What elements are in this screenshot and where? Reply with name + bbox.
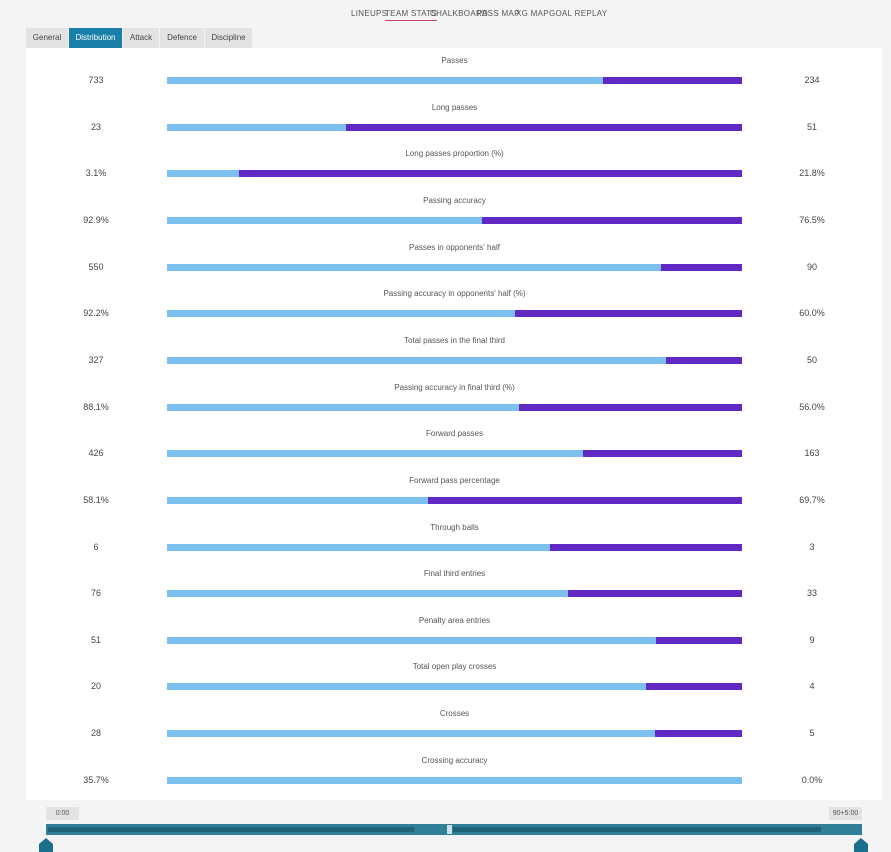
stats-panel: Passes 733 234 Long passes 23 51 Long passes p… bbox=[26, 48, 882, 800]
stat-label: Final third entries bbox=[423, 569, 486, 579]
away-value: 4 bbox=[809, 681, 815, 692]
stat-label: Passing accuracy in final third (%) bbox=[394, 382, 515, 392]
handle-end[interactable] bbox=[853, 838, 869, 852]
away-bar bbox=[654, 730, 742, 738]
handle-start[interactable] bbox=[38, 838, 54, 852]
home-bar bbox=[167, 683, 647, 691]
home-value: 88.1% bbox=[83, 401, 109, 412]
away-value: 56.0% bbox=[799, 401, 825, 412]
home-bar bbox=[167, 403, 519, 411]
away-value: 5 bbox=[809, 728, 815, 739]
away-value: 76.5% bbox=[799, 214, 825, 225]
stat-label: Forward passes bbox=[426, 429, 483, 439]
away-value: 163 bbox=[804, 448, 820, 459]
away-value: 69.7% bbox=[799, 494, 825, 505]
away-value: 51 bbox=[806, 121, 817, 132]
home-bar bbox=[167, 590, 568, 598]
stat-label: Total open play crosses bbox=[412, 662, 497, 672]
home-value: 35.7% bbox=[83, 774, 109, 785]
stat-label: Passing accuracy bbox=[423, 195, 486, 205]
away-bar bbox=[661, 263, 742, 271]
away-value: 234 bbox=[804, 75, 820, 85]
home-bar bbox=[167, 636, 656, 644]
home-bar bbox=[167, 496, 429, 504]
home-bar bbox=[167, 170, 239, 178]
stat-label: Forward pass percentage bbox=[409, 475, 500, 485]
stat-label: Total passes in the final third bbox=[404, 335, 505, 345]
home-value: 426 bbox=[88, 448, 104, 459]
away-value: 50 bbox=[806, 354, 817, 365]
away-bar bbox=[238, 170, 742, 178]
tab[interactable]: Defence bbox=[160, 28, 204, 48]
home-value: 92.2% bbox=[83, 308, 109, 319]
home-bar bbox=[167, 263, 662, 271]
home-bar bbox=[167, 77, 603, 84]
home-value: 550 bbox=[88, 261, 104, 272]
away-bar bbox=[665, 356, 742, 364]
away-bar bbox=[345, 123, 742, 131]
nav-link[interactable]: TEAM STATS bbox=[385, 9, 438, 21]
away-value: 90 bbox=[806, 261, 817, 272]
stat-label: Long passes proportion (%) bbox=[405, 149, 504, 159]
home-bar bbox=[167, 356, 666, 364]
tab[interactable]: General bbox=[26, 28, 68, 48]
stat-label: Long passes bbox=[431, 102, 478, 112]
away-value: 9 bbox=[809, 634, 815, 645]
away-bar bbox=[655, 636, 742, 644]
home-value: 3.1% bbox=[85, 168, 107, 179]
nav-link[interactable]: XG MAP bbox=[516, 9, 549, 18]
home-bar bbox=[167, 123, 346, 131]
home-value: 58.1% bbox=[83, 494, 109, 505]
timeline-track[interactable] bbox=[46, 824, 862, 835]
nav-link[interactable]: CHALKBOARD bbox=[430, 9, 489, 18]
stat-label: Crossing accuracy bbox=[421, 755, 488, 765]
stat-label: Through balls bbox=[430, 522, 479, 532]
away-bar bbox=[482, 216, 742, 224]
stat-label: Penalty area entries bbox=[418, 615, 491, 625]
away-bar bbox=[518, 403, 742, 411]
home-bar bbox=[167, 776, 742, 784]
stat-label: Passing accuracy in opponents' half (%) bbox=[383, 289, 526, 299]
stat-label: Passes in opponents' half bbox=[409, 242, 500, 252]
home-bar bbox=[167, 543, 551, 551]
home-value: 327 bbox=[88, 354, 104, 365]
home-value: 51 bbox=[90, 634, 101, 645]
home-value: 6 bbox=[93, 541, 99, 552]
tab[interactable]: Distribution bbox=[69, 28, 122, 48]
nav-link[interactable]: GOAL REPLAY bbox=[549, 9, 608, 18]
away-value: 60.0% bbox=[799, 308, 825, 319]
home-value: 92.9% bbox=[83, 214, 109, 225]
away-bar bbox=[582, 450, 742, 458]
home-bar bbox=[167, 310, 516, 318]
home-value: 28 bbox=[90, 728, 101, 739]
away-bar bbox=[515, 310, 742, 318]
away-bar bbox=[550, 543, 742, 551]
tab[interactable]: Attack bbox=[123, 28, 159, 48]
away-bar bbox=[428, 496, 742, 504]
nav-link[interactable]: PASS MAP bbox=[477, 9, 520, 18]
away-bar bbox=[602, 77, 742, 84]
home-value: 733 bbox=[88, 75, 104, 85]
home-bar bbox=[167, 730, 655, 738]
tab[interactable]: Discipline bbox=[205, 28, 252, 48]
away-value: 3 bbox=[809, 541, 815, 552]
away-value: 21.8% bbox=[799, 168, 825, 179]
away-value: 33 bbox=[806, 588, 817, 599]
away-bar bbox=[646, 683, 742, 691]
home-bar bbox=[167, 216, 483, 224]
away-value: 0.0% bbox=[801, 774, 823, 785]
away-bar bbox=[567, 590, 742, 598]
nav-link[interactable]: LINEUPS bbox=[351, 9, 388, 18]
home-value: 76 bbox=[90, 588, 101, 599]
time-end: 90+5:00 bbox=[829, 807, 862, 820]
home-bar bbox=[167, 450, 583, 458]
time-start: 0:00 bbox=[46, 807, 79, 820]
stat-label: Passes bbox=[441, 56, 468, 65]
home-value: 20 bbox=[90, 681, 101, 692]
home-value: 23 bbox=[90, 121, 101, 132]
stat-label: Crosses bbox=[439, 709, 470, 719]
